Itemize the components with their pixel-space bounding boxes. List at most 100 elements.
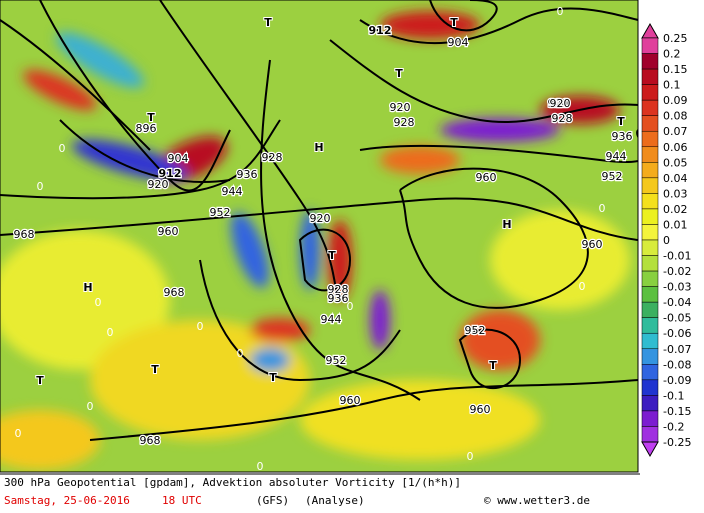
colorbar-label: 0 — [663, 234, 670, 247]
zero-contour-label: 0 — [107, 326, 114, 339]
colorbar-swatch — [641, 410, 659, 427]
contour-label: 960 — [470, 403, 491, 416]
pressure-marker: H — [502, 218, 511, 231]
colorbar-label: -0.01 — [663, 250, 691, 263]
pressure-marker: T — [147, 111, 155, 124]
colorbar-label: 0.1 — [663, 79, 681, 92]
contour-label: 920 — [548, 97, 569, 110]
colorbar-swatch — [641, 208, 659, 225]
model: (GFS) — [256, 494, 289, 507]
contour-label: 960 — [582, 238, 603, 251]
colorbar-label: -0.02 — [663, 265, 691, 278]
contour-label: 944 — [222, 185, 243, 198]
contour-label: 912 — [369, 24, 392, 37]
contour-label: 904 — [168, 152, 189, 165]
colorbar-swatch — [641, 224, 659, 241]
contour-label: 928 — [328, 283, 349, 296]
contour-label: 968 — [14, 228, 35, 241]
colorbar-label: -0.06 — [663, 327, 691, 340]
colorbar-swatch — [641, 177, 659, 194]
contour-label: 944 — [606, 150, 627, 163]
colorbar-label: 0.01 — [663, 218, 688, 231]
zero-contour-label: 0 — [467, 450, 474, 463]
pressure-marker: T — [450, 16, 458, 29]
colorbar-label: -0.09 — [663, 374, 691, 387]
colorbar-arrow — [641, 441, 659, 458]
contour-label: 920 — [550, 97, 571, 110]
colorbar-swatch — [641, 255, 659, 272]
colorbar-swatch — [641, 162, 659, 179]
contour-label: 904 — [448, 36, 469, 49]
map-labels: 9129129048969209049209289369449529609689… — [12, 5, 634, 472]
contour-label: 920 — [148, 178, 169, 191]
colorbar-swatch — [641, 193, 659, 210]
colorbar-swatch — [641, 37, 659, 54]
zero-contour-label: 0 — [599, 202, 606, 215]
contour-label: 936 — [328, 292, 349, 305]
copyright: © www.wetter3.de — [484, 494, 590, 507]
colorbar-arrow — [641, 22, 659, 39]
colorbar-swatch — [641, 270, 659, 287]
pressure-marker: T — [489, 359, 497, 372]
colorbar: 0.25 0.2 0.15 0.1 0.09 0.08 0.07 0.06 0.05 0.04 0.… — [641, 22, 691, 458]
colorbar-label: 0.04 — [663, 172, 688, 185]
contour-label: 896 — [136, 122, 157, 135]
colorbar-label: 0.08 — [663, 110, 688, 123]
colorbar-label: 0.05 — [663, 156, 688, 169]
pressure-marker: T — [617, 115, 625, 128]
zero-contour-label: 0 — [579, 280, 586, 293]
colorbar-label: 0.09 — [663, 94, 688, 107]
zero-contour-label: 0 — [15, 427, 22, 440]
pressure-marker: T — [395, 67, 403, 80]
colorbar-swatch — [641, 130, 659, 148]
colorbar-swatch — [641, 99, 659, 116]
pressure-marker: T — [269, 371, 277, 384]
colorbar-label: 0.02 — [663, 203, 688, 216]
contour-label: 960 — [158, 225, 179, 238]
contour-label: 920 — [390, 101, 411, 114]
caption: 300 hPa Geopotential [gpdam], Advektion … — [4, 476, 461, 489]
contour-label: 936 — [612, 130, 633, 143]
colorbar-swatch — [641, 395, 659, 412]
zero-contour-label: 0 — [237, 347, 244, 360]
zero-contour-label: 0 — [347, 300, 354, 313]
colorbar-label: -0.2 — [663, 420, 684, 433]
contour-label: 944 — [321, 313, 342, 326]
map-frame — [0, 0, 639, 473]
zero-contour-label: 0 — [557, 5, 564, 18]
colorbar-label: 0.2 — [663, 48, 681, 61]
colorbar-label: -0.04 — [663, 296, 691, 309]
contour-label: 952 — [602, 170, 623, 183]
contour-label: 960 — [340, 394, 361, 407]
colorbar-swatch — [641, 239, 659, 256]
pressure-marker: T — [328, 249, 336, 262]
contour-label: 928 — [552, 112, 573, 125]
colorbar-label: -0.08 — [663, 358, 691, 371]
contour-label: 968 — [140, 434, 161, 447]
colorbar-swatch — [641, 53, 659, 70]
colorbar-label: 0.15 — [663, 63, 688, 76]
zero-contour-label: 0 — [197, 320, 204, 333]
map: 9129129048969209049209289369449529609689… — [0, 0, 638, 472]
colorbar-swatch — [641, 426, 659, 443]
zero-contour-label: 0 — [37, 180, 44, 193]
colorbar-swatch — [641, 317, 659, 334]
time: 18 UTC — [162, 494, 202, 507]
geopotential-contours — [0, 0, 638, 441]
colorbar-label: -0.07 — [663, 343, 691, 356]
colorbar-swatch — [641, 84, 659, 101]
pressure-marker: H — [314, 141, 323, 154]
colorbar-swatch — [641, 332, 659, 350]
colorbar-label: -0.15 — [663, 405, 691, 418]
mode: (Analyse) — [305, 494, 365, 507]
colorbar-swatch — [641, 146, 659, 163]
colorbar-label: 0.06 — [663, 141, 688, 154]
colorbar-label: -0.03 — [663, 281, 691, 294]
contour-label: 960 — [476, 171, 497, 184]
contour-label: 952 — [465, 324, 486, 337]
pressure-marker: H — [83, 281, 92, 294]
pressure-marker: T — [151, 363, 159, 376]
colorbar-swatch — [641, 348, 659, 365]
colorbar-swatch — [641, 364, 659, 381]
